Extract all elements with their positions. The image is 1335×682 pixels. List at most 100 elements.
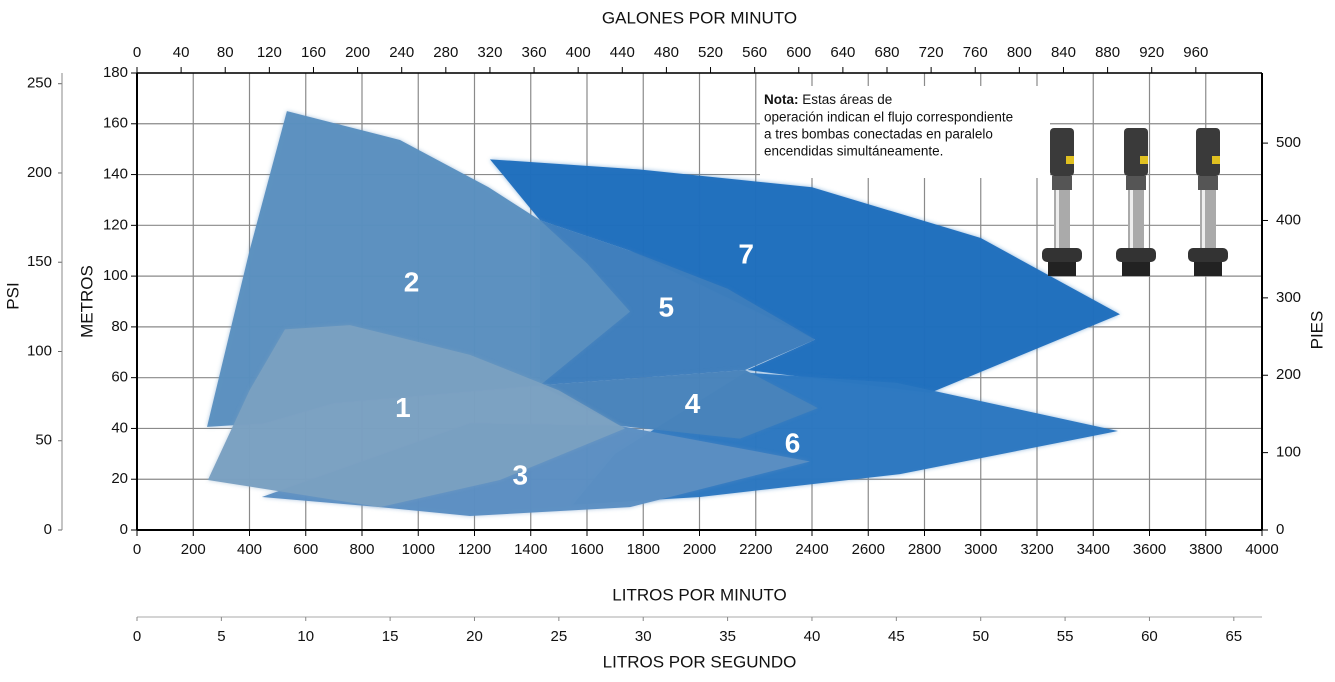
y3-tick-label: 0 — [44, 521, 52, 538]
x2-tick-label: 320 — [477, 44, 502, 61]
x-tick-label: 4000 — [1245, 541, 1278, 558]
x-tick-label: 3200 — [1020, 541, 1053, 558]
x-tick-label: 1400 — [514, 541, 547, 558]
x-tick-label: 3000 — [964, 541, 997, 558]
x-tick-label: 3600 — [1133, 541, 1166, 558]
x3-tick-label: 10 — [297, 628, 314, 645]
x3-tick-label: 45 — [888, 628, 905, 645]
x2-tick-label: 840 — [1051, 44, 1076, 61]
region-label: 6 — [785, 428, 801, 459]
x-tick-label: 400 — [237, 541, 262, 558]
x2-tick-label: 240 — [389, 44, 414, 61]
x-tick-label: 1200 — [458, 541, 491, 558]
y-axis-label: METROS — [77, 265, 96, 338]
note-line: encendidas simultáneamente. — [764, 144, 943, 159]
y3-tick-label: 250 — [27, 75, 52, 92]
x3-tick-label: 20 — [466, 628, 483, 645]
region-group — [489, 159, 1120, 393]
x3-tick-label: 40 — [804, 628, 821, 645]
x2-tick-label: 920 — [1139, 44, 1164, 61]
x2-tick-label: 80 — [217, 44, 234, 61]
y3-axis-label: PSI — [3, 282, 22, 309]
x-axis-label: LITROS POR MINUTO — [612, 585, 786, 604]
y-tick-label: 120 — [103, 216, 128, 233]
x2-tick-label: 960 — [1183, 44, 1208, 61]
region-group — [540, 220, 816, 386]
x2-tick-label: 480 — [654, 44, 679, 61]
x-tick-label: 1600 — [570, 541, 603, 558]
x-tick-label: 1000 — [402, 541, 435, 558]
x-tick-label: 200 — [181, 541, 206, 558]
y-tick-label: 140 — [103, 166, 128, 183]
region-group — [540, 370, 818, 439]
x2-tick-label: 440 — [610, 44, 635, 61]
x-tick-label: 2400 — [795, 541, 828, 558]
x-tick-label: 2000 — [683, 541, 716, 558]
y-tick-label: 100 — [103, 267, 128, 284]
x2-axis-label: GALONES POR MINUTO — [602, 8, 797, 27]
y2-tick-label: 400 — [1276, 211, 1301, 228]
x3-tick-label: 35 — [719, 628, 736, 645]
note-line: operación indican el flujo correspondien… — [764, 110, 1013, 125]
x3-tick-label: 30 — [635, 628, 652, 645]
y3-tick-label: 150 — [27, 253, 52, 270]
x3-tick-label: 25 — [551, 628, 568, 645]
y3-tick-label: 50 — [35, 432, 52, 449]
region-label: 7 — [738, 238, 754, 269]
region — [540, 220, 816, 386]
region-label: 3 — [512, 459, 528, 490]
y2-tick-label: 200 — [1276, 366, 1301, 383]
y-tick-label: 180 — [103, 64, 128, 81]
region-label: 2 — [404, 266, 420, 297]
y2-tick-label: 300 — [1276, 289, 1301, 306]
x-tick-label: 600 — [293, 541, 318, 558]
x3-axis-label: LITROS POR SEGUNDO — [603, 652, 797, 671]
region-label: 5 — [659, 292, 675, 323]
x3-tick-label: 55 — [1057, 628, 1074, 645]
region-group — [207, 325, 625, 508]
y-tick-label: 60 — [111, 369, 128, 386]
x2-tick-label: 640 — [830, 44, 855, 61]
note-background — [760, 86, 1050, 178]
x-tick-label: 3800 — [1189, 541, 1222, 558]
note-line: Estas áreas de — [799, 92, 893, 107]
x2-tick-label: 880 — [1095, 44, 1120, 61]
y-tick-label: 160 — [103, 115, 128, 132]
x2-tick-label: 160 — [301, 44, 326, 61]
x2-tick-label: 520 — [698, 44, 723, 61]
x2-tick-label: 0 — [133, 44, 141, 61]
x3-tick-label: 15 — [382, 628, 399, 645]
x2-tick-label: 360 — [522, 44, 547, 61]
y2-tick-label: 100 — [1276, 444, 1301, 461]
x2-tick-label: 40 — [173, 44, 190, 61]
pump-illustrations — [1042, 128, 1228, 276]
x-tick-label: 2600 — [852, 541, 885, 558]
region-label: 1 — [395, 392, 411, 423]
region — [489, 159, 1120, 393]
x2-tick-label: 200 — [345, 44, 370, 61]
x2-tick-label: 800 — [1007, 44, 1032, 61]
x-tick-label: 2200 — [739, 541, 772, 558]
y-tick-label: 80 — [111, 318, 128, 335]
y2-tick-label: 0 — [1276, 521, 1284, 538]
x2-tick-label: 280 — [433, 44, 458, 61]
region-label: 4 — [685, 388, 701, 419]
x2-tick-label: 720 — [919, 44, 944, 61]
y2-axis-label: PIES — [1307, 311, 1326, 350]
x-tick-label: 3400 — [1077, 541, 1110, 558]
region — [207, 325, 625, 508]
y-tick-label: 0 — [120, 521, 128, 538]
x2-tick-label: 560 — [742, 44, 767, 61]
x2-tick-label: 120 — [257, 44, 282, 61]
x2-tick-label: 760 — [963, 44, 988, 61]
y-tick-label: 40 — [111, 419, 128, 436]
region — [540, 370, 818, 439]
y3-tick-label: 100 — [27, 342, 52, 359]
x2-tick-label: 680 — [874, 44, 899, 61]
note-bold: Nota: — [764, 92, 799, 107]
x-tick-label: 1800 — [627, 541, 660, 558]
x-tick-label: 0 — [133, 541, 141, 558]
note: Nota: Estas áreas de — [764, 92, 892, 107]
x3-tick-label: 60 — [1141, 628, 1158, 645]
